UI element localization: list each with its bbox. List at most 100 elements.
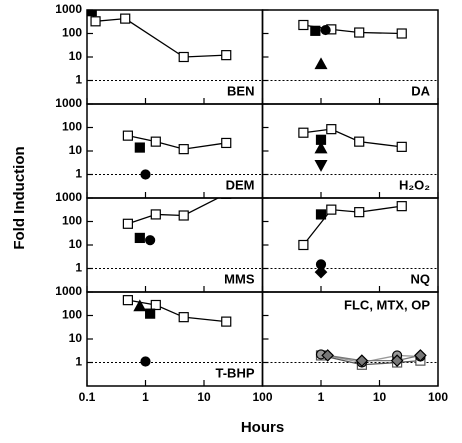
x-tick-label: 10 [197,390,211,404]
series-line [91,10,227,58]
plot-area [315,349,427,370]
y-tick-label: 100 [62,120,82,134]
marker [396,28,407,39]
marker [221,137,232,149]
x-axis-title: Hours [241,419,284,436]
marker [145,235,156,246]
marker [133,299,147,312]
marker [320,24,331,36]
marker [321,349,335,362]
plot-area [298,124,407,172]
y-tick-label: 1000 [55,96,82,110]
panel-label: DEM [226,177,255,192]
y-tick-label: 1 [75,355,82,369]
series-line [127,135,227,150]
series-line [320,353,421,364]
y-tick-label: 1 [75,167,82,181]
y-tick-label: 1 [75,73,82,87]
marker [90,16,101,27]
panel: DA [261,9,439,105]
panel: 1 10 100 1000 0.1 1 10 100 T-BHP [55,284,273,404]
marker [178,51,189,63]
marker [354,27,365,38]
marker [314,57,328,70]
x-tick-label: 10 [373,390,387,404]
plot-area [122,130,232,180]
y-tick-label: 1000 [55,2,82,16]
plot-area [122,295,232,367]
panel-label: FLC, MTX, OP [344,297,430,312]
panel-label: H₂O₂ [399,177,430,192]
panel: 1 10 100 1000 BEN [55,2,264,105]
x-tick-label: 0.1 [79,390,96,404]
marker [314,141,328,154]
marker [314,265,328,279]
marker [396,201,407,212]
marker [298,239,309,251]
marker [150,299,161,311]
marker [140,169,151,180]
series-line [327,354,421,362]
series-line [302,205,402,246]
y-tick-label: 100 [62,214,82,228]
panel: 1 10 100 FLC, MTX, OP [261,291,448,404]
marker [122,218,133,229]
marker [145,308,156,319]
x-tick-label: 1 [142,390,149,404]
series-line [303,128,402,148]
marker [150,136,161,147]
panel-label: NQ [411,271,431,286]
x-tick-label: 100 [428,390,448,404]
panel: 1 10 100 1000 DEM [55,96,264,199]
marker [298,19,309,31]
y-tick-label: 100 [62,26,82,40]
marker [140,356,151,367]
panel: 1 10 100 1000 MMS [55,190,264,293]
marker [178,144,189,155]
series-line [127,198,220,225]
marker [134,142,145,153]
y-tick-label: 10 [69,331,83,345]
x-tick-label: 1 [318,390,325,404]
marker [315,209,327,220]
marker [396,141,407,152]
panel-frame [261,291,439,387]
marker [221,50,232,61]
marker [355,354,369,367]
marker [87,10,97,17]
plot-area [87,10,232,63]
y-tick-label: 1000 [55,284,82,298]
panel-label: T-BHP [216,365,255,380]
marker [120,13,131,24]
marker [150,209,161,220]
marker [390,354,404,367]
marker [134,232,145,244]
marker [314,160,328,172]
panel-label: MMS [224,271,255,286]
plot-area [298,201,407,279]
marker [354,207,365,218]
series-line [127,299,227,323]
y-tick-label: 1 [75,261,82,275]
marker [326,124,337,135]
panel-label: DA [411,83,430,98]
panel-label: BEN [227,83,254,98]
y-tick-label: 100 [62,308,82,322]
y-tick-label: 10 [69,237,83,251]
marker [310,25,321,36]
series-line [320,354,421,366]
y-tick-label: 10 [69,143,83,157]
x-tick-label: 100 [252,390,272,404]
marker [122,130,133,141]
marker [414,349,427,362]
marker [326,204,337,215]
panel: H₂O₂ [261,103,439,199]
y-tick-label: 1000 [55,190,82,204]
plot-area [298,19,407,70]
marker [178,312,189,323]
marker [354,136,365,147]
panel: NQ [261,197,439,293]
marker [221,316,232,327]
marker [122,295,133,306]
